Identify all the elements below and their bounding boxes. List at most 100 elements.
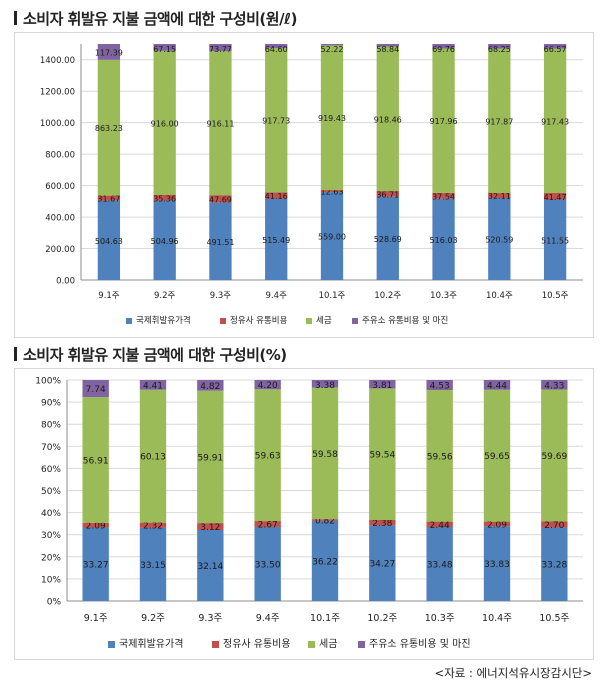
bar-segment bbox=[488, 193, 511, 199]
y-tick-label: 40% bbox=[41, 509, 61, 519]
legend-swatch bbox=[306, 318, 312, 324]
bar-segment bbox=[483, 521, 511, 527]
legend-label: 국제휘발유가격 bbox=[119, 637, 183, 650]
data-label: 36.71 bbox=[376, 190, 399, 199]
x-tick-label: 10.2주 bbox=[374, 291, 401, 301]
data-label: 59.65 bbox=[484, 452, 510, 462]
data-label: 916.00 bbox=[151, 119, 179, 128]
bar-segment bbox=[265, 44, 288, 49]
data-label: 67.15 bbox=[153, 45, 176, 54]
legend-label: 정유사 유통비용 bbox=[223, 638, 291, 650]
data-label: 2.32 bbox=[143, 522, 163, 532]
bar-segment bbox=[82, 527, 109, 601]
bar-segment bbox=[483, 389, 511, 522]
y-tick-label: 80% bbox=[41, 421, 61, 431]
x-tick-label: 9.1주 bbox=[98, 291, 120, 301]
data-label: 59.63 bbox=[255, 452, 281, 462]
bar-segment bbox=[139, 522, 167, 528]
data-label: 504.96 bbox=[151, 237, 179, 246]
legend-swatch bbox=[358, 641, 365, 648]
bar-segment bbox=[197, 380, 224, 391]
bar-segment bbox=[265, 198, 288, 280]
bar-segment bbox=[254, 521, 281, 527]
data-label: 528.69 bbox=[374, 235, 402, 244]
bar-segment bbox=[254, 380, 281, 390]
data-label: 41.47 bbox=[544, 193, 567, 202]
bar-segment bbox=[369, 525, 396, 601]
bar-segment bbox=[82, 397, 109, 523]
bar-segment bbox=[82, 522, 109, 528]
bar-segment bbox=[483, 380, 511, 390]
x-tick-label: 9.3주 bbox=[210, 291, 232, 301]
legend-swatch bbox=[126, 318, 132, 324]
data-label: 863.23 bbox=[95, 124, 123, 133]
legend-label: 국제휘발유가격 bbox=[136, 315, 191, 326]
chart-title-won: 소비자 휘발유 지불 금액에 대한 구성비(원/ℓ) bbox=[14, 8, 297, 29]
data-label: 59.69 bbox=[541, 452, 567, 462]
bar-segment bbox=[97, 59, 121, 196]
data-label: 36.22 bbox=[312, 557, 338, 567]
bar-segment bbox=[432, 44, 455, 49]
bar-segment bbox=[311, 387, 339, 520]
bar-segment bbox=[488, 44, 511, 49]
bar-segment bbox=[432, 198, 455, 280]
bar-segment bbox=[153, 50, 176, 195]
data-label: 4.41 bbox=[143, 381, 163, 391]
data-label: 32.14 bbox=[197, 562, 223, 572]
data-label: 37.54 bbox=[432, 192, 455, 201]
x-tick-label: 9.2주 bbox=[154, 291, 176, 301]
x-tick-label: 9.4주 bbox=[256, 613, 280, 624]
bar-segment bbox=[139, 380, 167, 390]
legend-label: 주유소 유통비용 및 마진 bbox=[362, 315, 448, 326]
data-label: 3.38 bbox=[315, 381, 335, 391]
data-label: 917.87 bbox=[485, 117, 513, 126]
y-tick-label: 90% bbox=[41, 399, 61, 409]
y-tick-label: 0% bbox=[47, 598, 62, 608]
bar-segment bbox=[369, 388, 396, 521]
data-label: 491.51 bbox=[206, 238, 234, 247]
data-label: 4.82 bbox=[200, 382, 220, 392]
bar-segment bbox=[541, 389, 568, 522]
legend-swatch bbox=[220, 318, 226, 324]
data-label: 66.57 bbox=[544, 45, 567, 54]
bar-segment bbox=[153, 200, 176, 280]
data-label: 33.15 bbox=[140, 561, 166, 571]
data-label: 7.74 bbox=[86, 385, 106, 395]
y-tick-label: 10% bbox=[41, 575, 61, 585]
data-label: 56.91 bbox=[83, 456, 109, 466]
data-label: 3.81 bbox=[372, 381, 392, 391]
data-label: 2.70 bbox=[544, 521, 564, 531]
x-tick-label: 10.4주 bbox=[482, 613, 512, 624]
bar-segment bbox=[543, 48, 567, 193]
data-label: 68.25 bbox=[488, 45, 511, 54]
bar-segment bbox=[254, 526, 281, 601]
bar-segment bbox=[320, 192, 344, 280]
bar-segment bbox=[197, 523, 224, 530]
data-label: 917.73 bbox=[262, 117, 290, 126]
source-note: <자료 : 에너지석유시장감시단> bbox=[434, 666, 592, 680]
bar-segment bbox=[209, 195, 232, 203]
stacked-bar-chart-percent: 0% 10% 20% 30% 40% 50% 60% 70% 80% 90% 100% 33.27 2.… bbox=[35, 377, 583, 650]
legend-swatch bbox=[108, 641, 115, 648]
x-tick-label: 10.1주 bbox=[319, 291, 346, 301]
bar-segment bbox=[311, 520, 339, 601]
chart-panel-won: 0.00 200.00 400.00 600.00 800.00 1000.00 1200.… bbox=[14, 32, 594, 338]
bar-segment bbox=[265, 48, 288, 193]
y-tick-label: 70% bbox=[41, 443, 61, 453]
bar-segment bbox=[82, 380, 109, 398]
bar-segment bbox=[369, 520, 396, 526]
data-label: 47.69 bbox=[209, 195, 232, 204]
legend-label: 세금 bbox=[319, 638, 337, 650]
data-label: 3.12 bbox=[200, 523, 220, 533]
x-tick-label: 9.4주 bbox=[266, 291, 288, 301]
data-label: 919.43 bbox=[318, 114, 346, 123]
y-tick-label: 1200.00 bbox=[40, 88, 75, 98]
x-tick-label: 9.1주 bbox=[84, 613, 108, 624]
y-tick-label: 1400.00 bbox=[40, 56, 75, 66]
x-tick-label: 10.5주 bbox=[539, 613, 569, 624]
data-label: 41.16 bbox=[265, 192, 288, 201]
x-tick-label: 10.2주 bbox=[367, 613, 397, 624]
bar-segment bbox=[97, 195, 121, 201]
data-label: 34.27 bbox=[369, 560, 395, 570]
stacked-bar-chart-won: 0.00 200.00 400.00 600.00 800.00 1000.00 1200.… bbox=[40, 44, 583, 326]
